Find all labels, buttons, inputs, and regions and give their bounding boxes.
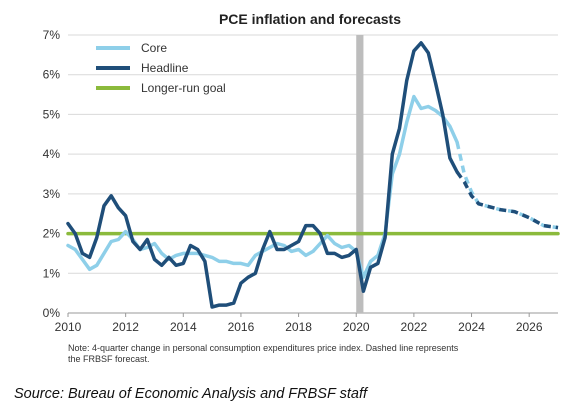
- series-layer: [66, 41, 560, 309]
- y-tick-label: 5%: [43, 107, 61, 121]
- legend-label-headline: Headline: [141, 61, 189, 75]
- y-tick-label: 3%: [43, 187, 61, 201]
- shaded-period: [356, 35, 364, 313]
- legend: Core Headline Longer-run goal: [96, 41, 226, 95]
- x-tick-label: 2018: [285, 320, 312, 334]
- note-line-1: Note: 4-quarter change in personal consu…: [68, 343, 459, 353]
- x-tick-label: 2016: [228, 320, 255, 334]
- y-tick-labels: 0% 1% 2% 3% 4% 5% 6% 7%: [43, 28, 61, 320]
- x-tick-label: 2022: [401, 320, 428, 334]
- legend-label-core: Core: [141, 41, 167, 55]
- y-tick-label: 6%: [43, 68, 61, 82]
- y-tick-label: 0%: [43, 306, 61, 320]
- chart-title: PCE inflation and forecasts: [219, 11, 401, 27]
- x-tick-label: 2014: [170, 320, 197, 334]
- legend-label-longer-run-goal: Longer-run goal: [141, 81, 226, 95]
- headline-line: [66, 41, 459, 309]
- x-tick-label: 2010: [55, 320, 82, 334]
- y-tick-label: 2%: [43, 227, 61, 241]
- grid-layer: [67, 34, 558, 317]
- core-forecast-line: [455, 141, 559, 230]
- y-tick-label: 7%: [43, 28, 61, 42]
- x-tick-label: 2012: [112, 320, 139, 334]
- recession-shade-layer: [356, 35, 364, 313]
- y-tick-label: 1%: [43, 266, 61, 280]
- x-tick-labels: 2010 2012 2014 2016 2018 2020 2022 2024 2026: [55, 320, 543, 334]
- y-tick-label: 4%: [43, 147, 61, 161]
- source-text: Source: Bureau of Economic Analysis and …: [14, 386, 367, 402]
- x-tick-label: 2020: [343, 320, 370, 334]
- x-tick-label: 2024: [458, 320, 485, 334]
- note-line-2: the FRBSF forecast.: [68, 354, 150, 364]
- x-tick-label: 2026: [516, 320, 543, 334]
- headline-forecast-line: [455, 170, 559, 230]
